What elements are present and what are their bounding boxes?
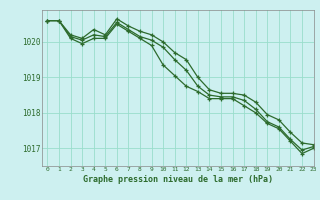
X-axis label: Graphe pression niveau de la mer (hPa): Graphe pression niveau de la mer (hPa) <box>83 175 273 184</box>
